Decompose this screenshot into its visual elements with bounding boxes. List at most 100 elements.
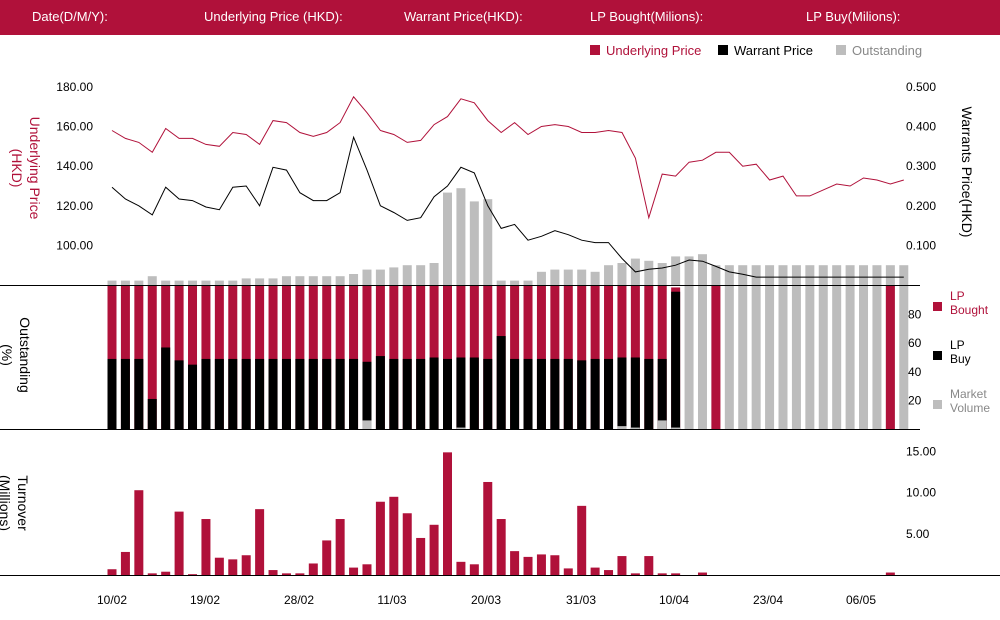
turnover-bar	[510, 551, 520, 575]
turnover-bar	[214, 557, 224, 575]
outstanding-bar	[375, 269, 385, 285]
market-volume-bar	[671, 427, 681, 429]
x-axis-tick: 23/04	[753, 593, 783, 607]
legend-swatch	[933, 400, 942, 409]
turnover-bar	[308, 563, 318, 575]
mid-axis-tick: 60	[908, 336, 922, 350]
outstanding-bar	[711, 265, 721, 285]
left-axis-tick: 120.00	[56, 199, 93, 213]
lp-buy-bar	[255, 358, 265, 429]
outstanding-bar	[349, 274, 359, 285]
outstanding-bar	[563, 269, 573, 285]
turnover-bar	[241, 555, 251, 575]
lp-bought-bar	[322, 286, 332, 429]
turnover-bar	[617, 556, 627, 575]
x-axis-tick: 11/03	[377, 593, 406, 607]
turnover-bar	[255, 509, 265, 575]
underlying-price-line	[111, 95, 904, 220]
turnover-bar	[429, 524, 439, 575]
lp-buy-bar	[322, 358, 332, 429]
outstanding-bar	[697, 254, 707, 285]
lp-bought-bar	[885, 286, 895, 429]
outstanding-bar	[281, 276, 291, 285]
lp-bought-bar	[188, 286, 198, 429]
lp-buy-bar	[281, 358, 291, 429]
lp-buy-bar	[335, 358, 345, 429]
lp-buy-bar	[362, 361, 372, 429]
outstanding-bar	[120, 280, 130, 285]
legend-label: LP Bought	[950, 289, 989, 317]
left-axis-tick: 140.00	[56, 159, 93, 173]
left-axis-tick: 160.00	[56, 120, 93, 134]
lp-buy-bar	[402, 358, 412, 429]
lp-bought-bar	[308, 286, 318, 429]
outstanding-bar	[899, 265, 909, 285]
lp-buy-bar	[161, 347, 171, 429]
market-volume-bar	[778, 286, 788, 429]
lp-buy-bar	[201, 358, 211, 429]
mid-axis-tick: 20	[908, 393, 922, 407]
lp-bought-bar	[402, 286, 412, 429]
lp-buy-bar	[389, 358, 399, 429]
turnover-bar	[120, 551, 130, 575]
outstanding-bar	[872, 265, 882, 285]
legend-swatch	[933, 351, 942, 360]
legend-swatch	[590, 45, 600, 55]
market-volume-bar	[899, 286, 909, 429]
outstanding-bar	[496, 280, 506, 285]
outstanding-bar	[322, 276, 332, 285]
turnover-bar	[335, 519, 345, 575]
lp-buy-bar	[147, 398, 157, 429]
legend-label: Market Volume	[950, 387, 990, 415]
outstanding-bar	[885, 265, 895, 285]
outstanding-bar	[832, 265, 842, 285]
warrant-price-line	[111, 135, 904, 278]
turnover-bar	[604, 570, 614, 575]
lp-bought-bar	[147, 286, 157, 429]
outstanding-bar	[859, 265, 869, 285]
market-volume-bar	[832, 286, 842, 429]
outstanding-bar	[671, 256, 681, 285]
turnover-bar	[644, 556, 654, 575]
lp-bought-bar	[711, 286, 721, 429]
lp-buy-bar	[349, 358, 359, 429]
outstanding-bar	[429, 263, 439, 285]
left-axis-tick: 100.00	[56, 238, 93, 252]
lp-buy-bar	[174, 360, 184, 429]
outstanding-bar	[308, 276, 318, 285]
outstanding-bar	[161, 280, 171, 285]
market-volume-bar	[805, 286, 815, 429]
lp-bought-bar	[523, 286, 533, 429]
turnover-axis-title: Turnover(Millions)	[0, 475, 31, 531]
turnover-bar	[443, 452, 452, 575]
outstanding-bar	[818, 265, 828, 285]
turnover-bar	[590, 567, 600, 575]
legend-swatch	[836, 45, 846, 55]
lp-buy-label: LP Buy(Milions):	[806, 9, 901, 24]
market-volume-bar	[738, 286, 748, 429]
right-axis-tick: 0.500	[906, 80, 936, 94]
turnover-bar	[885, 572, 895, 575]
turnover-bar	[281, 573, 291, 575]
outstanding-bar	[389, 267, 399, 285]
lp-buy-bar	[563, 358, 573, 429]
outstanding-bar	[362, 269, 372, 285]
turnover-bar	[268, 570, 278, 575]
outstanding-bar	[845, 265, 855, 285]
lp-buy-bar	[483, 358, 493, 429]
x-axis-tick: 20/03	[471, 593, 501, 607]
underlying-axis-title: Underlying Price(HKD)	[9, 117, 43, 220]
mid-axis-tick: 40	[908, 365, 922, 379]
turnover-bar	[134, 490, 144, 575]
lp-bought-bar	[228, 286, 238, 429]
outstanding-bar	[577, 269, 587, 285]
lp-buy-bar	[134, 358, 144, 429]
lp-bought-bar	[120, 286, 130, 429]
lp-buy-bar	[577, 360, 587, 429]
outstanding-bar	[295, 276, 305, 285]
lp-buy-bar	[510, 358, 520, 429]
outstanding-bar	[456, 188, 466, 285]
outstanding-bar	[228, 280, 238, 285]
lp-buy-bar	[657, 358, 667, 429]
turnover-bar	[228, 559, 238, 575]
